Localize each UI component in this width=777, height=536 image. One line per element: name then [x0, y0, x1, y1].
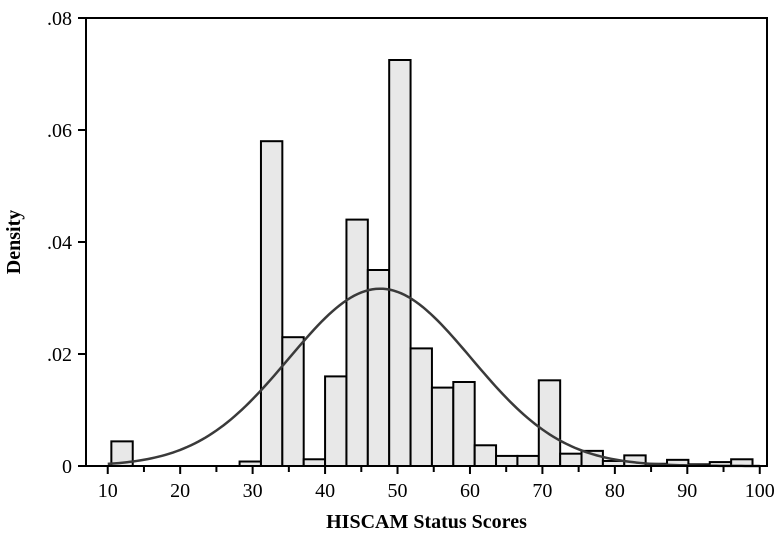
x-tick-label: 10	[98, 480, 118, 502]
x-axis-title: HISCAM Status Scores	[326, 511, 527, 533]
x-tick-label: 40	[315, 480, 335, 502]
histogram-bar-4	[281, 336, 305, 468]
y-axis-title: Density	[3, 210, 25, 274]
histogram-bar-3	[259, 140, 284, 467]
x-tick-label: 100	[745, 480, 775, 502]
histogram-bar-14	[495, 454, 519, 468]
histogram-bar-9	[388, 59, 412, 467]
histogram-bar-11	[430, 386, 455, 468]
x-tick-label: 50	[388, 480, 408, 502]
histogram-bar-6	[324, 375, 348, 467]
x-axis: 10 20 30 40 50 60 70 80 90 100	[98, 466, 775, 502]
x-tick-label: 90	[677, 480, 697, 502]
normal-density-curve	[107, 287, 760, 468]
histogram-bar-16	[537, 379, 562, 468]
histogram-bar-7	[345, 218, 369, 467]
histogram-bar-12	[452, 381, 476, 467]
x-tick-label: 20	[170, 480, 190, 502]
histogram-bar-15	[516, 454, 540, 468]
x-tick-label: 80	[605, 480, 625, 502]
y-tick-label: .04	[47, 232, 72, 254]
y-tick-label: .02	[47, 344, 72, 366]
x-tick-label: 60	[460, 480, 480, 502]
x-tick-label: 70	[532, 480, 552, 502]
histogram-bar-5	[302, 458, 327, 467]
x-tick-label: 30	[243, 480, 263, 502]
histogram-bar-8	[366, 269, 391, 467]
y-tick-label: .08	[47, 8, 72, 30]
y-tick-label: .06	[47, 120, 72, 142]
histogram-bars	[110, 59, 754, 468]
y-axis: 0 .02 .04 .06 .08	[47, 8, 86, 478]
histogram-bar-13	[473, 444, 498, 467]
y-tick-label: 0	[62, 456, 72, 478]
histogram-bar-17	[559, 452, 583, 467]
histogram-bar-10	[409, 347, 433, 467]
